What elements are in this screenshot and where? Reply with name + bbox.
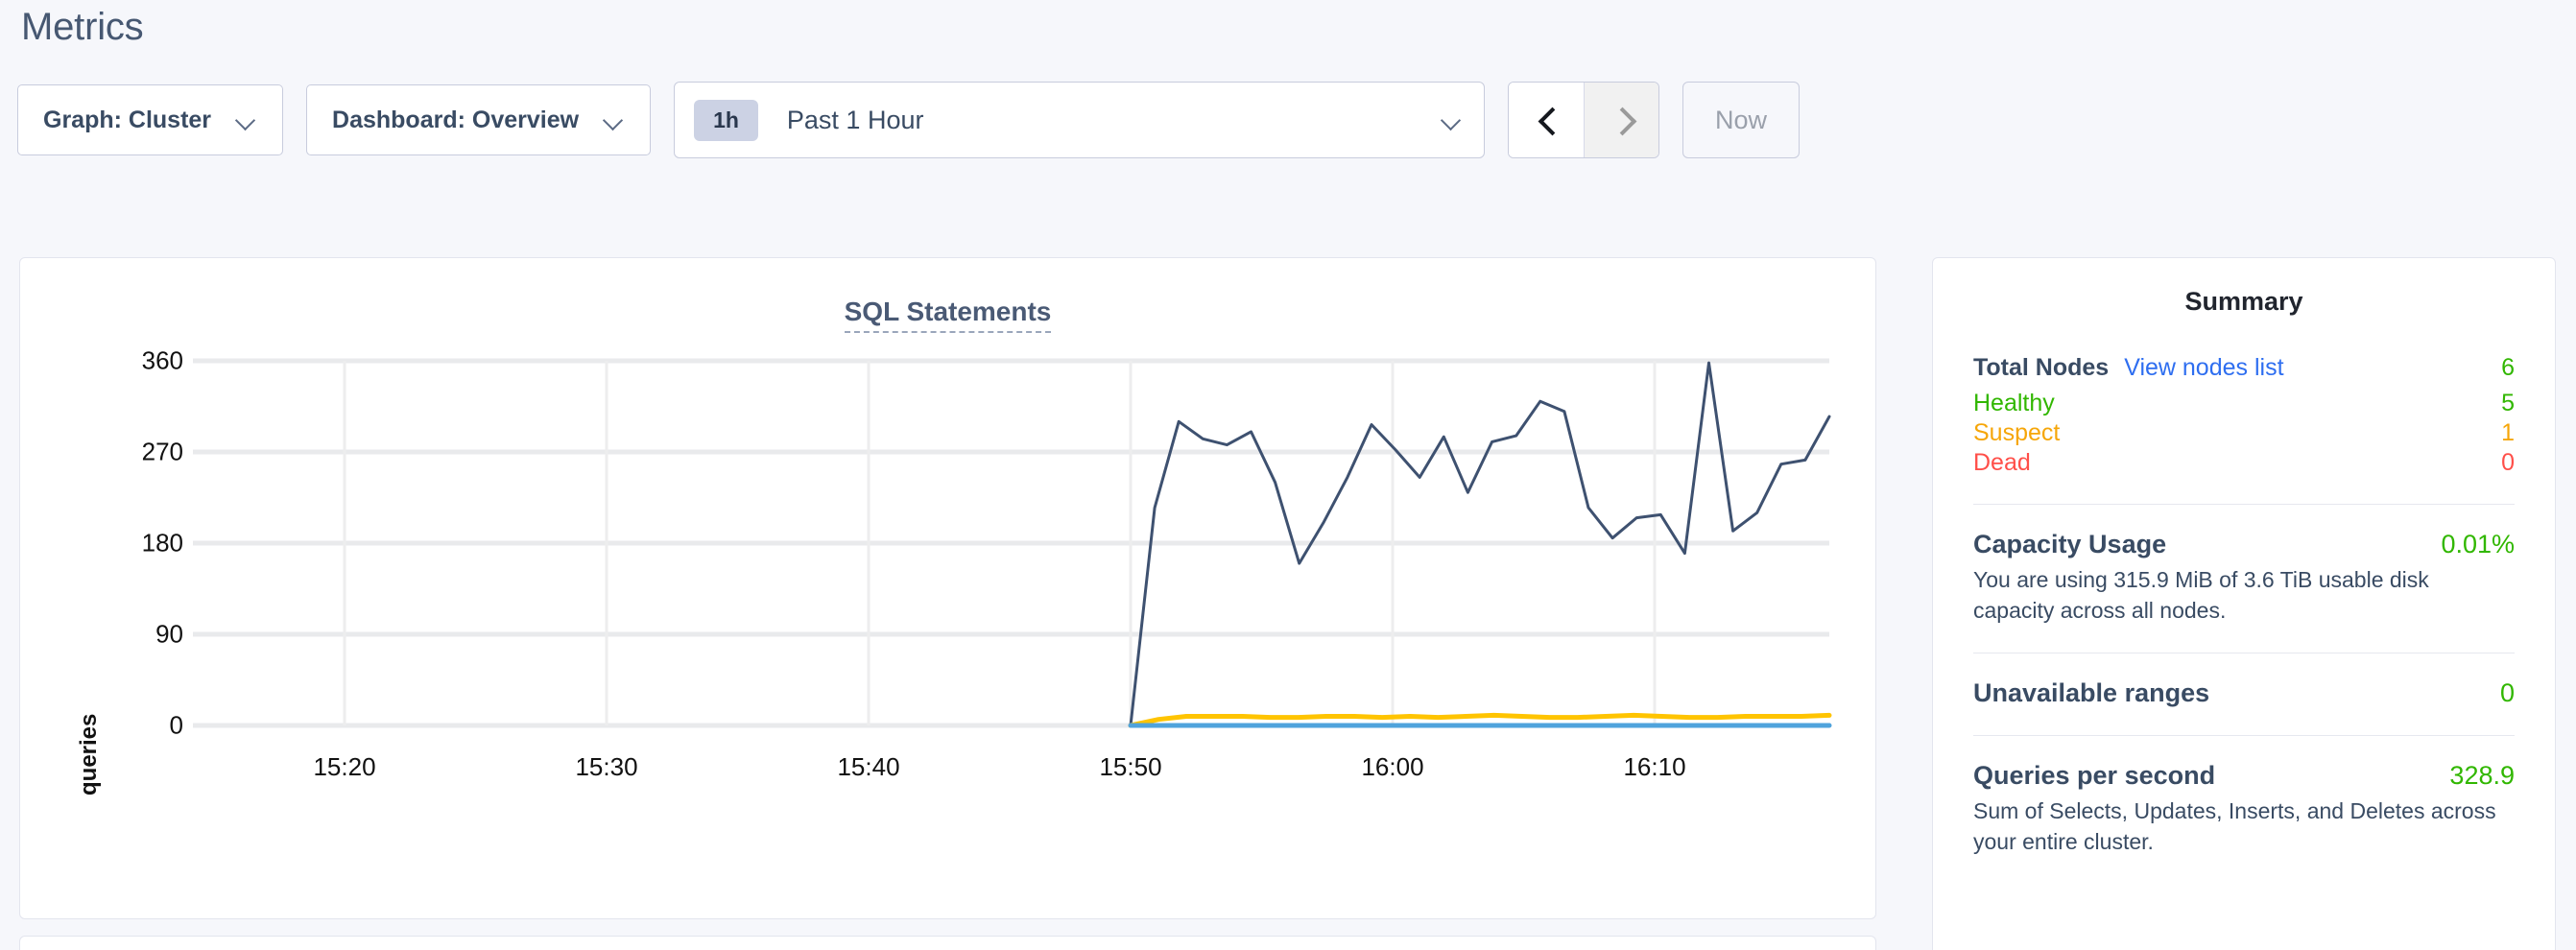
chart-svg: [193, 358, 1829, 728]
summary-qps-row: Queries per second 328.9: [1973, 761, 2515, 791]
dashboard-select[interactable]: Dashboard: Overview: [306, 84, 652, 155]
time-nav-group: [1508, 82, 1660, 158]
chevron-left-icon: [1537, 110, 1556, 130]
toolbar: Graph: Cluster Dashboard: Overview 1h Pa…: [17, 82, 1801, 158]
chevron-right-icon: [1612, 110, 1632, 130]
chart-x-tick: 16:00: [1361, 752, 1424, 781]
qps-description: Sum of Selects, Updates, Inserts, and De…: [1973, 798, 2496, 855]
total-nodes-value: 6: [2501, 354, 2515, 381]
summary-unavailable-ranges-row: Unavailable ranges 0: [1973, 678, 2515, 708]
chart-y-tick: 270: [141, 437, 183, 466]
chart-series-line: [1131, 363, 1829, 725]
unavailable-ranges-label: Unavailable ranges: [1973, 678, 2210, 708]
chart-x-tick: 15:30: [575, 752, 638, 781]
chart-y-tick: 90: [155, 619, 183, 649]
capacity-usage-value: 0.01%: [2441, 530, 2515, 558]
chart-series-line: [1131, 715, 1829, 725]
chart-y-tick: 360: [141, 345, 183, 375]
summary-card: Summary Total Nodes View nodes list 6 He…: [1932, 257, 2556, 950]
dead-value: 0: [2501, 449, 2515, 476]
chart-y-tick: 180: [141, 528, 183, 558]
time-range-label: Past 1 Hour: [786, 105, 924, 134]
chart-y-ticks: 0 90 180 270 360: [49, 258, 183, 918]
chart-x-tick: 15:40: [837, 752, 900, 781]
secondary-chart-card: [19, 936, 1876, 950]
time-range-select[interactable]: 1h Past 1 Hour: [674, 82, 1486, 158]
capacity-usage-label: Capacity Usage: [1973, 530, 2167, 558]
summary-title: Summary: [2184, 287, 2303, 316]
healthy-label: Healthy: [1973, 390, 2055, 416]
healthy-value: 5: [2501, 390, 2515, 416]
chevron-down-icon: [1442, 113, 1463, 127]
prev-time-button[interactable]: [1509, 83, 1585, 157]
qps-label: Queries per second: [1973, 761, 2216, 791]
suspect-label: Suspect: [1973, 419, 2061, 446]
chart-x-tick: 16:10: [1623, 752, 1686, 781]
chart-title-text: SQL Statements: [844, 297, 1052, 333]
unavailable-ranges-value: 0: [2499, 678, 2515, 708]
qps-value: 328.9: [2449, 761, 2515, 791]
capacity-usage-description: You are using 315.9 MiB of 3.6 TiB usabl…: [1973, 567, 2429, 623]
page-title: Metrics: [21, 6, 144, 48]
sql-statements-chart-card: SQL Statements queries 0 90 180 270 360 15:2…: [19, 257, 1876, 919]
summary-divider-3: [1973, 735, 2515, 737]
summary-body: Total Nodes View nodes list 6 Healthy 5 …: [1973, 354, 2515, 858]
summary-dead-row: Dead 0: [1973, 449, 2515, 477]
total-nodes-label: Total Nodes: [1973, 354, 2110, 381]
dead-label: Dead: [1973, 449, 2031, 476]
chart-title: SQL Statements: [20, 297, 1875, 333]
chart-plot-area[interactable]: [193, 358, 1829, 728]
summary-capacity-row: Capacity Usage 0.01%: [1973, 530, 2515, 559]
now-button[interactable]: Now: [1682, 82, 1801, 158]
summary-total-nodes-row: Total Nodes View nodes list 6: [1973, 354, 2515, 382]
chevron-down-icon: [604, 113, 625, 127]
next-time-button[interactable]: [1584, 83, 1659, 157]
chart-x-tick: 15:20: [313, 752, 376, 781]
summary-divider-1: [1973, 504, 2515, 505]
dashboard-select-label: Dashboard: Overview: [332, 106, 580, 133]
summary-suspect-row: Suspect 1: [1973, 419, 2515, 447]
suspect-value: 1: [2501, 419, 2515, 446]
view-nodes-list-link[interactable]: View nodes list: [2124, 354, 2284, 381]
chart-y-tick: 0: [169, 710, 183, 740]
time-range-badge: 1h: [694, 99, 758, 141]
summary-healthy-row: Healthy 5: [1973, 390, 2515, 417]
graph-select[interactable]: Graph: Cluster: [17, 84, 284, 155]
chart-x-tick: 15:50: [1099, 752, 1162, 781]
chevron-down-icon: [236, 113, 257, 127]
graph-select-label: Graph: Cluster: [43, 106, 212, 133]
